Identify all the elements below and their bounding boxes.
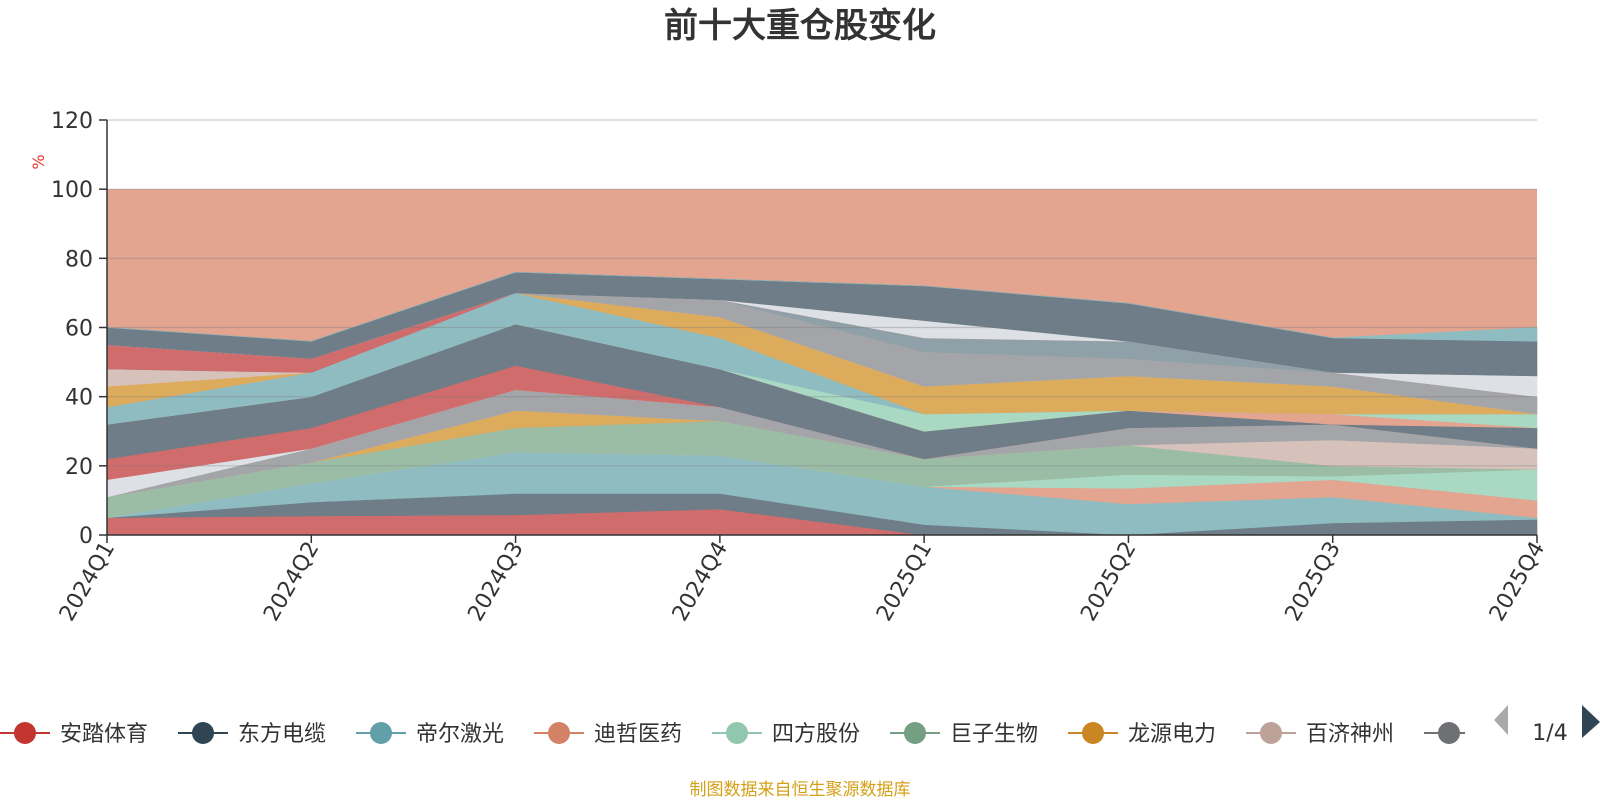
data-source-note: 制图数据来自恒生聚源数据库: [690, 780, 911, 800]
triangle-left-icon[interactable]: [1494, 705, 1508, 735]
legend-item[interactable]: 江: [1424, 722, 1506, 747]
legend-label: 东方电缆: [238, 722, 326, 747]
y-tick-label: 60: [65, 317, 93, 342]
legend-label: 帝尔激光: [416, 722, 504, 747]
y-axis-label: %: [29, 154, 48, 169]
legend-circle-marker: [548, 722, 570, 744]
legend-circle-marker: [1260, 722, 1282, 744]
legend-circle-marker: [904, 722, 926, 744]
legend-circle-marker: [14, 722, 36, 744]
chart-title: 前十大重仓股变化: [664, 6, 936, 46]
legend: 安踏体育 东方电缆 帝尔激光 迪哲医药 四方股份 巨子生物 龙源电力 百济神州 江: [0, 722, 1506, 747]
legend-label: 龙源电力: [1128, 722, 1216, 747]
x-tick-label: 2024Q1: [55, 538, 120, 626]
y-tick-label: 100: [51, 178, 93, 203]
legend-label: 巨子生物: [950, 722, 1038, 747]
y-tick-label: 120: [51, 109, 93, 134]
legend-item[interactable]: 迪哲医药: [534, 722, 682, 747]
legend-circle-marker: [192, 722, 214, 744]
legend-label: 迪哲医药: [594, 722, 682, 747]
legend-item[interactable]: 安踏体育: [0, 722, 148, 747]
legend-item[interactable]: 东方电缆: [178, 722, 326, 747]
legend-item[interactable]: 帝尔激光: [356, 722, 504, 747]
legend-item[interactable]: 四方股份: [712, 722, 860, 747]
x-tick-label: 2025Q1: [872, 538, 937, 626]
legend-item[interactable]: 巨子生物: [890, 722, 1038, 747]
gridlines: [107, 119, 1537, 467]
legend-pager: 1/4: [1494, 705, 1600, 746]
legend-circle-marker: [726, 722, 748, 744]
y-tick-label: 40: [65, 386, 93, 411]
legend-circle-marker: [370, 722, 392, 744]
legend-item[interactable]: 龙源电力: [1068, 722, 1216, 747]
legend-label: 百济神州: [1306, 722, 1394, 747]
y-axis-ticks: 0 20 40 60 80 100 120: [51, 109, 107, 549]
legend-label: 安踏体育: [60, 722, 148, 747]
x-tick-label: 2025Q2: [1076, 538, 1141, 626]
x-tick-label: 2025Q3: [1281, 538, 1346, 626]
triangle-right-icon[interactable]: [1582, 705, 1600, 738]
y-tick-label: 80: [65, 247, 93, 272]
area-band-23: [106, 271, 1538, 342]
y-tick-label: 20: [65, 455, 93, 480]
y-tick-label: 0: [79, 524, 93, 549]
legend-circle-marker: [1082, 722, 1104, 744]
legend-circle-marker: [1438, 722, 1460, 744]
stacked-areas: [106, 271, 1538, 536]
x-axis-ticks: 2024Q1 2024Q2 2024Q3 2024Q4 2025Q1 2025Q2 2025…: [55, 535, 1550, 626]
x-tick-label: 2024Q3: [463, 538, 528, 626]
x-tick-label: 2024Q4: [668, 538, 733, 626]
x-tick-label: 2024Q2: [259, 538, 324, 626]
legend-page-indicator: 1/4: [1532, 721, 1567, 746]
legend-label: 四方股份: [772, 722, 860, 747]
legend-item[interactable]: 百济神州: [1246, 722, 1394, 747]
x-tick-label: 2025Q4: [1485, 538, 1550, 626]
